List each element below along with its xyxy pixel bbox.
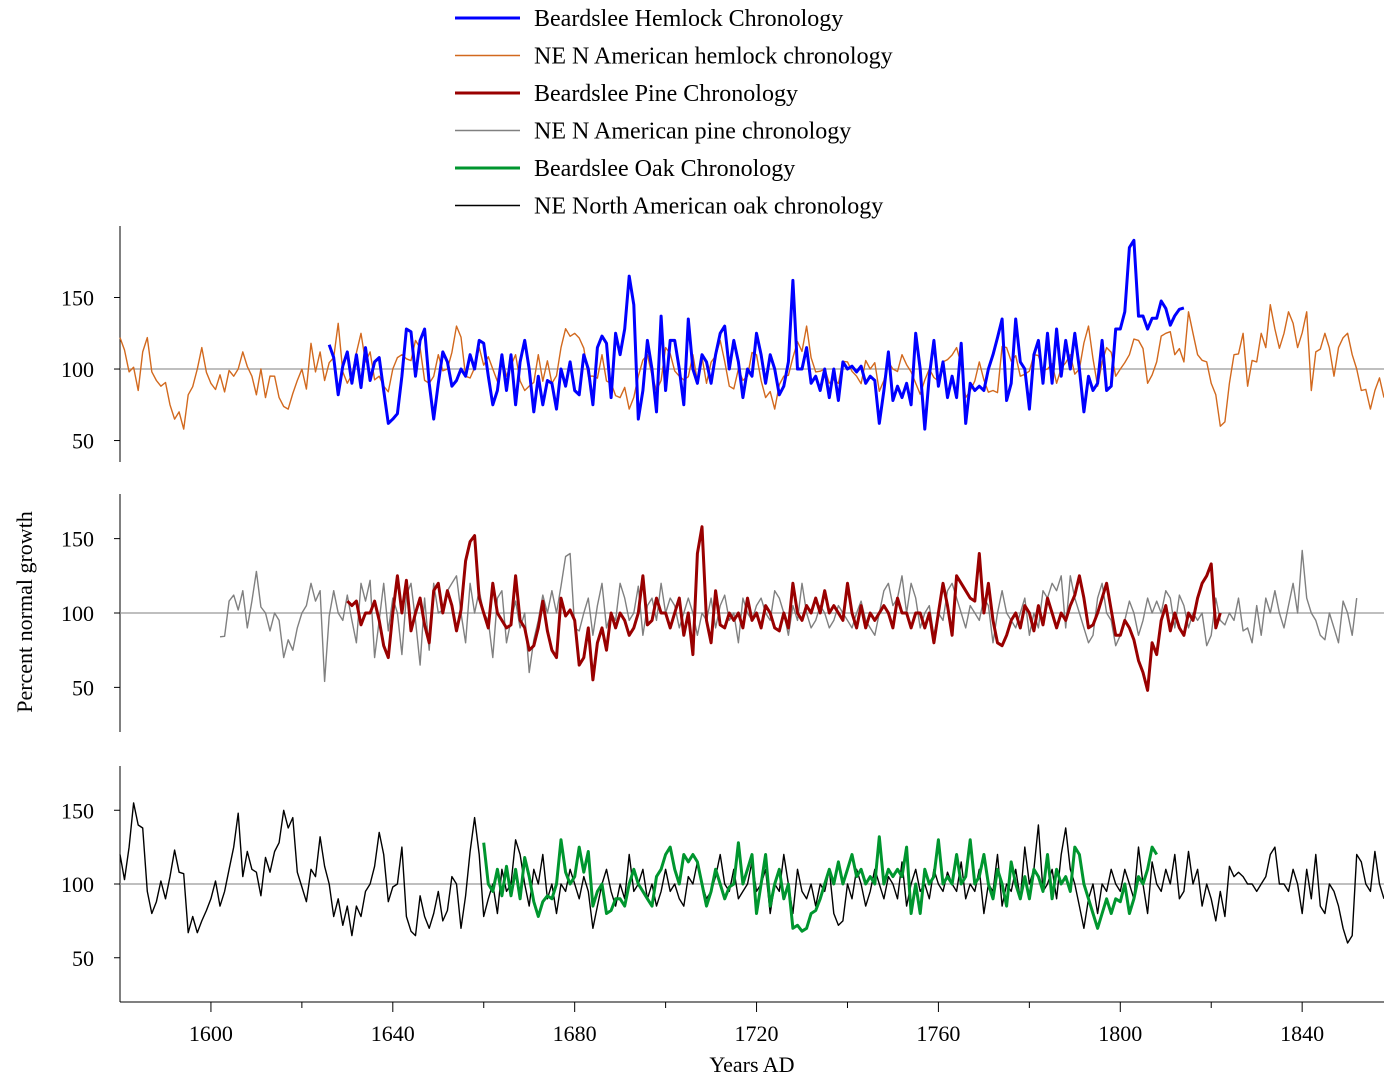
legend-label: NE N American pine chronology: [534, 119, 851, 145]
x-tick-label: 1800: [1098, 1021, 1142, 1046]
legend: Beardslee Hemlock Chronology NE N America…: [455, 6, 893, 220]
y-tick-label: 150: [61, 527, 94, 552]
y-tick-label: 150: [61, 286, 94, 311]
series-line: [327, 238, 1185, 431]
panel-hemlock: 50 100 150: [61, 226, 1384, 462]
x-tick-label: 1600: [189, 1021, 233, 1046]
legend-label: Beardslee Oak Chronology: [534, 156, 795, 182]
series-line: [482, 835, 1158, 933]
chart-panels: 50 100 150 50 100 150 50 100 150: [61, 226, 1384, 1002]
panel-pine: 50 100 150: [61, 494, 1384, 732]
x-tick-label: 1640: [371, 1021, 415, 1046]
legend-label: Beardslee Hemlock Chronology: [534, 6, 843, 32]
legend-entry: Beardslee Oak Chronology: [455, 156, 795, 182]
y-tick-label: 50: [72, 946, 94, 971]
legend-entry: NE N American pine chronology: [455, 119, 851, 145]
x-axis-title: Years AD: [709, 1052, 794, 1077]
series-line: [346, 525, 1222, 692]
legend-entry: NE N American hemlock chronology: [455, 44, 893, 70]
y-tick-label: 50: [72, 675, 94, 700]
y-tick-label: 100: [61, 601, 94, 626]
x-tick-label: 1840: [1280, 1021, 1324, 1046]
legend-label: Beardslee Pine Chronology: [534, 81, 798, 107]
legend-entry: Beardslee Pine Chronology: [455, 81, 798, 107]
x-axis: 1600 1640 1680 1720 1760 1800 1840: [120, 1001, 1384, 1046]
panel-oak: 50 100 150: [61, 766, 1384, 1002]
y-tick-label: 100: [61, 872, 94, 897]
y-tick-label: 100: [61, 357, 94, 382]
y-axis-title: Percent normal growth: [12, 511, 37, 713]
x-tick-label: 1760: [916, 1021, 960, 1046]
x-tick-label: 1720: [735, 1021, 779, 1046]
series-line: [119, 304, 1384, 430]
legend-label: NE N American hemlock chronology: [534, 44, 893, 70]
x-tick-label: 1680: [553, 1021, 597, 1046]
y-tick-label: 50: [72, 429, 94, 454]
legend-entry: Beardslee Hemlock Chronology: [455, 6, 843, 32]
legend-label: NE North American oak chronology: [534, 194, 883, 220]
series-line: [219, 549, 1358, 683]
y-tick-label: 150: [61, 798, 94, 823]
legend-entry: NE North American oak chronology: [455, 194, 883, 220]
